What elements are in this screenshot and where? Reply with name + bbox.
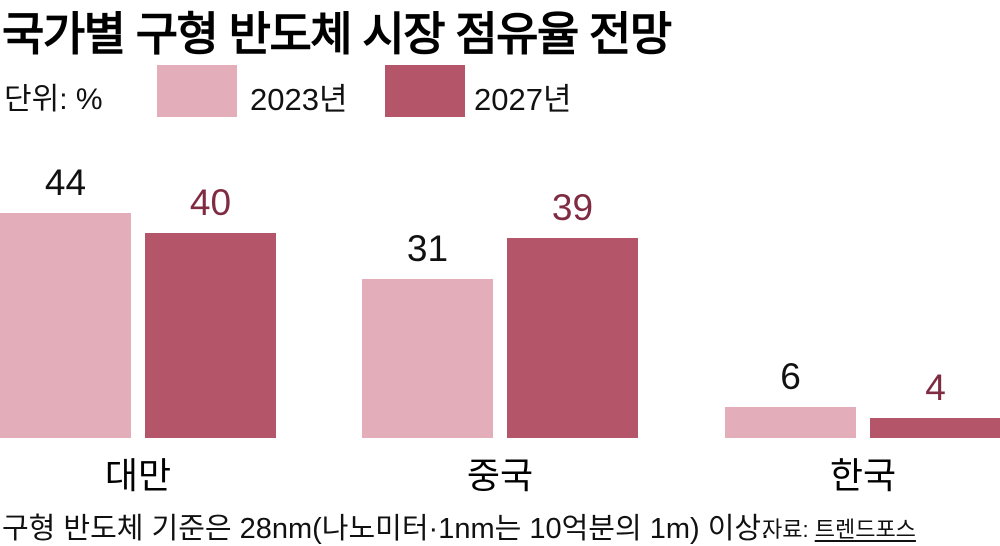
value-label-2027년-대만: 40: [189, 182, 232, 223]
bar-2023년-한국: [725, 407, 856, 438]
source-name: 트렌드포스: [814, 517, 916, 542]
source-prefix: 자료:: [762, 517, 815, 542]
bar-2023년-중국: [362, 279, 493, 438]
legend-swatch-2023: [157, 65, 237, 117]
category-label-중국: 중국: [466, 455, 534, 496]
value-label-2027년-중국: 39: [551, 187, 594, 228]
value-label-2023년-중국: 31: [406, 228, 449, 269]
bar-2023년-대만: [0, 213, 131, 438]
footnote: 구형 반도체 기준은 28nm(나노미터·1nm는 10억분의 1m) 이상.: [2, 513, 770, 545]
legend-swatch-2027: [385, 65, 465, 117]
value-label-2023년-한국: 6: [780, 356, 801, 397]
legend-label-2023: 2023년: [250, 82, 348, 117]
source-line: 자료: 트렌드포스: [762, 512, 916, 544]
legend-label-2027: 2027년: [474, 82, 572, 117]
unit-label: 단위: %: [4, 83, 103, 116]
value-label-2027년-한국: 4: [925, 367, 946, 408]
page-title: 국가별 구형 반도체 시장 점유율 전망: [2, 8, 672, 60]
bar-2027년-중국: [507, 238, 638, 438]
category-label-대만: 대만: [104, 455, 172, 496]
bar-2027년-대만: [145, 233, 276, 438]
category-label-한국: 한국: [829, 455, 897, 496]
bar-2027년-한국: [870, 418, 1000, 438]
value-label-2023년-대만: 44: [44, 162, 87, 203]
